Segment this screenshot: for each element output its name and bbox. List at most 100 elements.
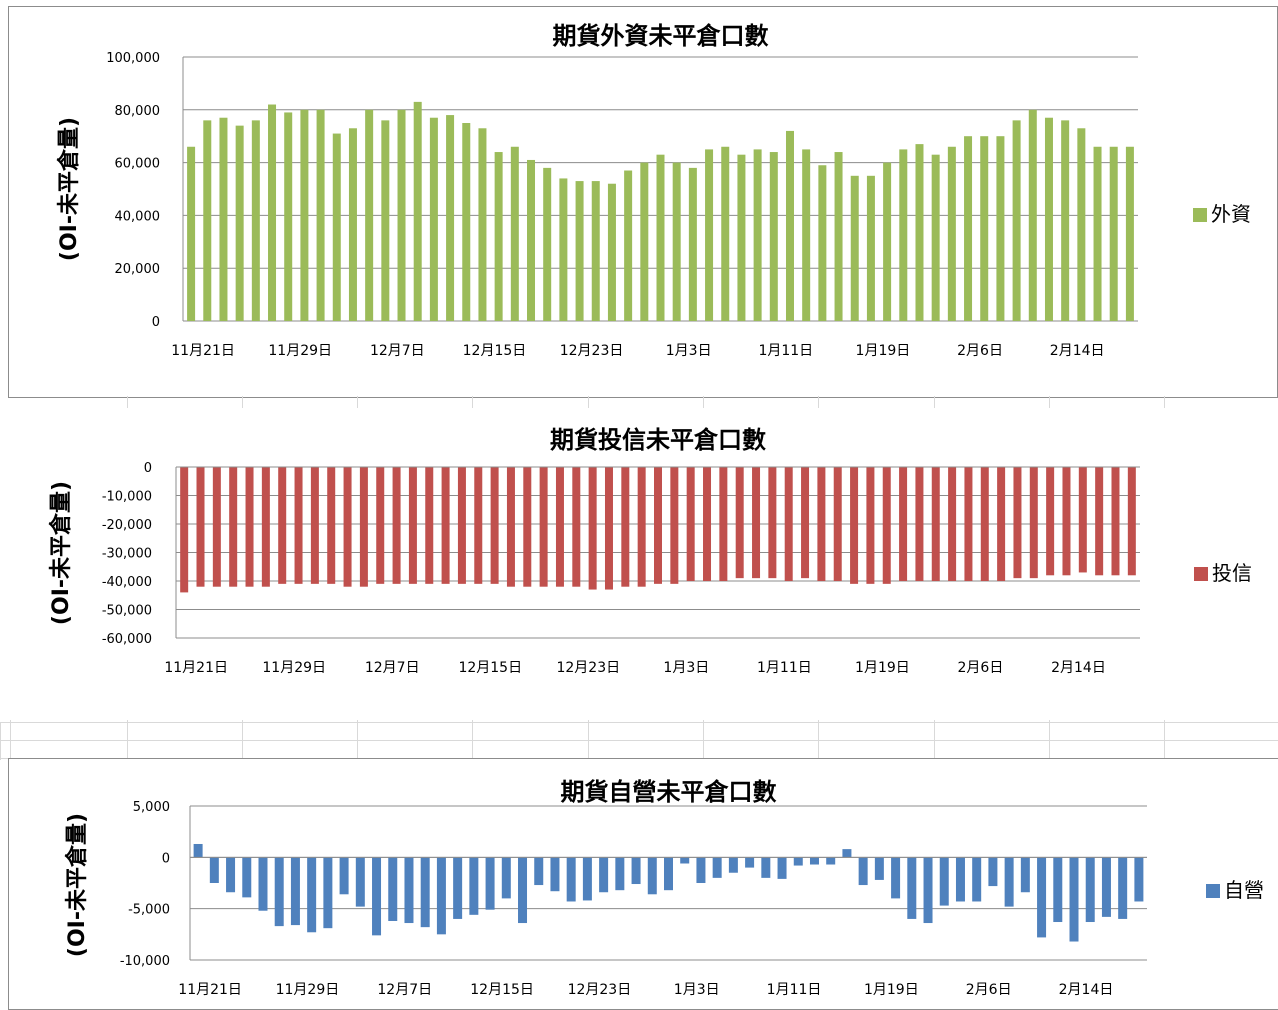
x-tick-label: 11月21日 bbox=[171, 343, 235, 359]
bar bbox=[940, 857, 949, 905]
bar bbox=[988, 857, 997, 886]
legend-label: 外資 bbox=[1211, 202, 1251, 226]
x-tick-label: 1月11日 bbox=[758, 343, 813, 359]
bar bbox=[891, 857, 900, 898]
x-tick-label: 2月14日 bbox=[1059, 982, 1114, 998]
bar bbox=[687, 467, 695, 581]
bar bbox=[608, 184, 616, 321]
x-tick-label: 12月23日 bbox=[568, 982, 632, 998]
y-tick-label: 0 bbox=[144, 461, 152, 476]
bar bbox=[543, 168, 551, 321]
bar bbox=[1045, 118, 1053, 321]
bar bbox=[491, 467, 499, 584]
bar bbox=[278, 467, 286, 584]
bar bbox=[996, 136, 1004, 321]
bar bbox=[786, 131, 794, 321]
bar bbox=[446, 115, 454, 321]
y-tick-label: 0 bbox=[162, 851, 170, 866]
x-tick-label: 11月21日 bbox=[164, 660, 228, 676]
x-tick-label: 12月7日 bbox=[370, 343, 425, 359]
bar bbox=[300, 110, 308, 321]
bar bbox=[236, 126, 244, 321]
bar bbox=[1021, 857, 1030, 892]
y-axis-label: (OI-未平倉量) bbox=[48, 481, 74, 625]
bar bbox=[317, 110, 325, 321]
bar bbox=[284, 112, 292, 321]
bar bbox=[307, 857, 316, 932]
bar bbox=[948, 467, 956, 581]
bar bbox=[1095, 467, 1103, 575]
bar bbox=[1070, 857, 1079, 941]
chart-title: 期貨外資未平倉口數 bbox=[553, 22, 769, 50]
bar bbox=[964, 467, 972, 581]
bar bbox=[527, 160, 535, 321]
bar bbox=[194, 844, 203, 857]
bar bbox=[605, 467, 613, 590]
x-tick-label: 1月3日 bbox=[663, 660, 709, 676]
bar bbox=[956, 857, 965, 901]
bar bbox=[203, 120, 211, 321]
bar bbox=[518, 857, 527, 923]
bar bbox=[1079, 467, 1087, 572]
x-tick-label: 2月6日 bbox=[966, 982, 1012, 998]
bar bbox=[883, 467, 891, 584]
bar bbox=[801, 467, 809, 578]
bar bbox=[997, 467, 1005, 581]
y-axis-label: (OI-未平倉量) bbox=[64, 813, 90, 957]
bar bbox=[948, 147, 956, 321]
bar bbox=[430, 118, 438, 321]
bar bbox=[1110, 147, 1118, 321]
bar bbox=[365, 110, 373, 321]
bar bbox=[388, 857, 397, 921]
bar bbox=[540, 467, 548, 587]
x-tick-label: 12月7日 bbox=[377, 982, 432, 998]
x-tick-label: 1月19日 bbox=[856, 343, 911, 359]
bar bbox=[754, 149, 762, 321]
bar bbox=[398, 110, 406, 321]
legend-swatch bbox=[1194, 567, 1208, 581]
bar bbox=[802, 149, 810, 321]
x-tick-label: 2月14日 bbox=[1050, 343, 1105, 359]
bar bbox=[624, 171, 632, 321]
x-tick-label: 1月3日 bbox=[666, 343, 712, 359]
x-tick-label: 1月19日 bbox=[855, 660, 910, 676]
y-tick-label: -50,000 bbox=[102, 604, 152, 619]
bar bbox=[262, 467, 270, 587]
bar bbox=[615, 857, 624, 890]
bar bbox=[899, 149, 907, 321]
bar bbox=[252, 120, 260, 321]
bar bbox=[1053, 857, 1062, 922]
y-tick-label: 5,000 bbox=[133, 800, 170, 815]
bar bbox=[356, 857, 365, 906]
bar bbox=[458, 467, 466, 584]
legend-swatch bbox=[1206, 884, 1220, 898]
bar bbox=[242, 857, 251, 897]
bar bbox=[638, 467, 646, 587]
bar bbox=[768, 467, 776, 578]
bar bbox=[1013, 467, 1021, 578]
bar bbox=[835, 152, 843, 321]
bar bbox=[1094, 147, 1102, 321]
bar bbox=[907, 857, 916, 919]
bar bbox=[761, 857, 770, 878]
y-tick-label: -5,000 bbox=[128, 903, 170, 918]
bar bbox=[589, 467, 597, 590]
bar bbox=[1062, 467, 1070, 575]
bar bbox=[826, 857, 835, 864]
bar bbox=[393, 467, 401, 584]
bar bbox=[719, 467, 727, 581]
bar bbox=[550, 857, 559, 891]
bar bbox=[421, 857, 430, 927]
bar bbox=[258, 857, 267, 910]
y-tick-label: -10,000 bbox=[102, 490, 152, 505]
y-tick-label: 100,000 bbox=[106, 51, 160, 66]
bar bbox=[442, 467, 450, 584]
bar bbox=[583, 857, 592, 900]
bar bbox=[414, 102, 422, 321]
bar bbox=[851, 176, 859, 321]
bar bbox=[810, 857, 819, 864]
bar bbox=[817, 467, 825, 581]
bar bbox=[680, 857, 689, 863]
bar bbox=[664, 857, 673, 890]
bar bbox=[794, 857, 803, 865]
